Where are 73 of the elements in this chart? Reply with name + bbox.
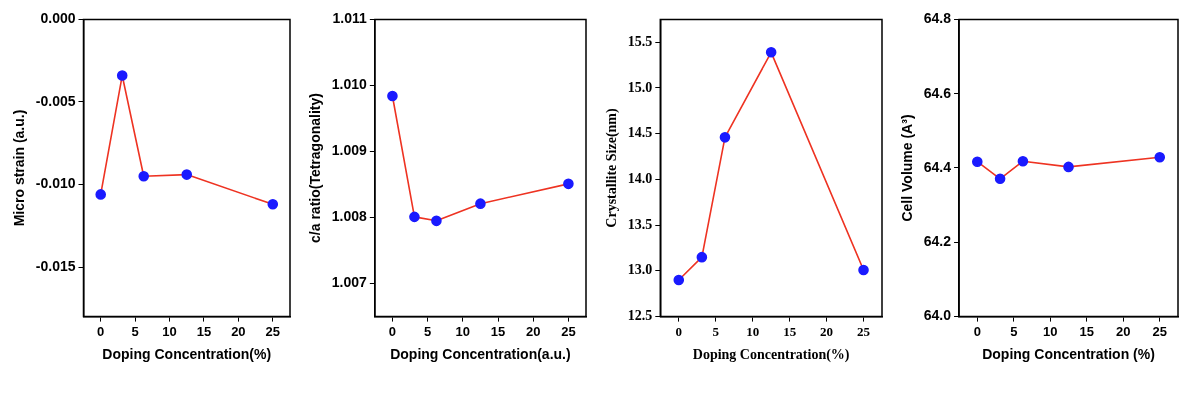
y-tick-label: 14.5 <box>627 125 653 141</box>
y-axis-title: Crystallite Size(nm) <box>604 107 621 228</box>
point <box>673 274 685 286</box>
y-axis-title: Cell Volume (A³) <box>899 114 916 222</box>
point <box>181 169 193 180</box>
y-tick-label: 64.2 <box>923 233 952 250</box>
y-axis-title: Micro strain (a.u.) <box>11 109 28 227</box>
x-tick-label: 0 <box>973 323 981 339</box>
x-tick-label: 10 <box>746 323 760 339</box>
y-tick-label: 1.008 <box>331 208 368 225</box>
point <box>95 189 107 200</box>
y-tick-label: 13.5 <box>627 216 653 232</box>
x-axis-title: Doping Concentration(%) <box>102 346 272 363</box>
point <box>1154 151 1166 163</box>
y-axis-title: c/a ratio(Tetragonality) <box>307 93 324 243</box>
x-tick-label: 25 <box>857 323 871 339</box>
point <box>116 70 128 81</box>
point <box>765 47 777 58</box>
y-tick-label: -0.010 <box>35 175 76 192</box>
y-tick-label: 12.5 <box>627 308 653 324</box>
x-tick-label: 15 <box>196 323 212 339</box>
point <box>696 251 708 263</box>
x-axis-title: Doping Concentration(a.u.) <box>390 346 571 363</box>
x-axis-title: Doping Concentration (%) <box>982 346 1155 363</box>
y-tick-label: 1.011 <box>332 10 368 27</box>
point <box>858 264 869 276</box>
x-tick-label: 15 <box>783 323 797 339</box>
point <box>994 173 1006 185</box>
x-tick-label: 25 <box>561 323 576 339</box>
x-tick-label: 20 <box>820 323 834 339</box>
point <box>409 211 420 223</box>
point <box>1017 156 1029 167</box>
x-tick-label: 0 <box>388 323 397 339</box>
x-tick-label: 20 <box>1116 323 1131 339</box>
y-tick-label: 15.0 <box>627 79 653 95</box>
point <box>1063 161 1074 173</box>
y-tick-label: -0.015 <box>35 257 76 274</box>
x-tick-label: 10 <box>1043 323 1058 339</box>
y-tick-label: 64.6 <box>923 84 952 101</box>
x-tick-label: 10 <box>162 323 177 339</box>
point <box>267 199 279 210</box>
y-tick-label: 1.010 <box>331 76 368 93</box>
point <box>719 132 731 143</box>
x-tick-label: 20 <box>231 323 246 339</box>
y-tick-label: 1.009 <box>331 142 368 159</box>
x-tick-label: 15 <box>490 323 506 339</box>
point <box>431 215 442 227</box>
y-tick-label: 64.0 <box>923 307 952 324</box>
x-tick-label: 5 <box>131 323 139 339</box>
y-tick-label: 15.5 <box>627 33 653 49</box>
y-tick-label: 64.8 <box>923 10 952 27</box>
y-tick-label: -0.005 <box>35 92 76 109</box>
x-tick-label: 5 <box>712 323 720 339</box>
x-tick-label: 15 <box>1079 323 1094 339</box>
x-tick-label: 0 <box>97 323 105 339</box>
x-tick-label: 25 <box>265 323 281 339</box>
x-tick-label: 0 <box>675 323 683 339</box>
x-tick-label: 25 <box>1152 323 1167 339</box>
x-tick-label: 10 <box>455 323 471 339</box>
point <box>475 198 486 209</box>
x-tick-label: 20 <box>525 323 541 339</box>
point <box>387 90 398 102</box>
point <box>563 178 574 190</box>
point <box>971 156 983 167</box>
y-tick-label: 64.4 <box>923 158 952 175</box>
y-tick-label: 1.007 <box>331 274 368 291</box>
y-tick-label: 13.0 <box>627 262 653 278</box>
x-tick-label: 5 <box>1010 323 1018 339</box>
y-tick-label: 0.000 <box>40 10 76 27</box>
y-tick-label: 14.0 <box>627 171 653 187</box>
point <box>138 170 150 182</box>
x-axis-title: Doping Concentration(%) <box>692 347 850 364</box>
x-tick-label: 5 <box>424 323 432 339</box>
